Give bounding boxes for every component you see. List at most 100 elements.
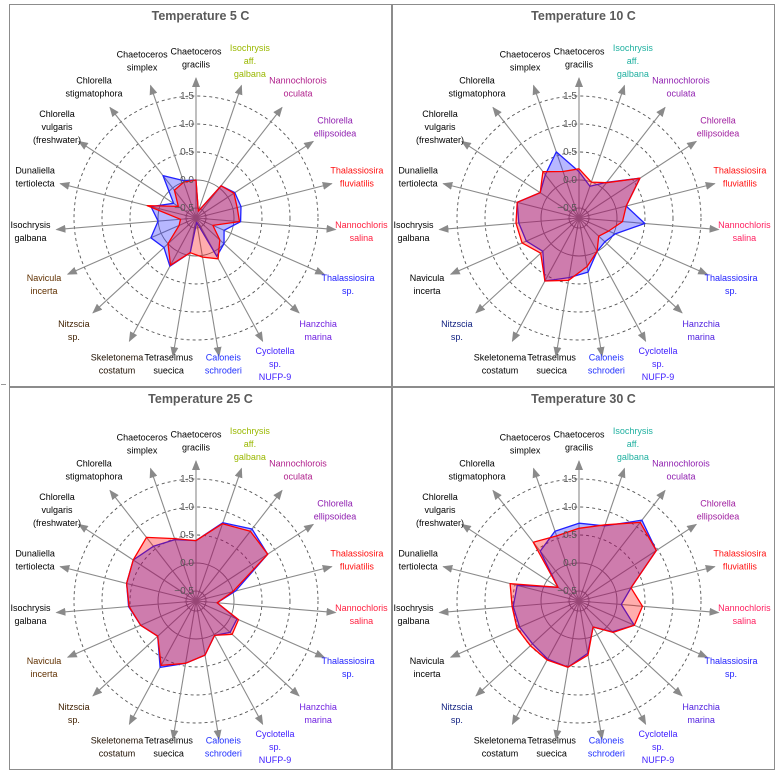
- axis-arrow: [195, 600, 326, 658]
- category-label-line: salina: [350, 233, 374, 243]
- category-label-line: Thalassiosira: [713, 166, 766, 176]
- axis-tick: [184, 603, 189, 607]
- axis-arrow: [578, 523, 698, 602]
- category-label: Nannochlorois oculata: [652, 459, 710, 482]
- category-label-line: incerta: [30, 669, 57, 679]
- category-label-line: salina: [350, 616, 374, 626]
- category-label-line: Chaetoceros: [500, 432, 552, 442]
- category-label-line: Cyclotella: [255, 346, 294, 356]
- category-label-line: sp.: [652, 359, 664, 369]
- radial-tick-label: 0.0: [563, 175, 577, 186]
- axis-arrow: [195, 564, 333, 602]
- category-label: Skeletonema costatum: [91, 352, 144, 375]
- axis-tick: [586, 214, 591, 217]
- category-label-line: simplex: [127, 445, 158, 455]
- axis-tick: [184, 220, 189, 224]
- category-label-line: Cyclotella: [255, 729, 294, 739]
- category-label-line: Caloneis: [589, 736, 625, 746]
- axis-tick: [579, 608, 582, 613]
- category-label-line: aff.: [244, 439, 256, 449]
- category-label: Hanzchia marina: [682, 319, 720, 342]
- category-label-line: suecica: [153, 749, 184, 759]
- category-label: Navicula incerta: [27, 656, 62, 679]
- category-label-line: Chlorella: [76, 459, 112, 469]
- category-label-line: fluviatilis: [340, 179, 375, 189]
- axis-tick: [198, 589, 201, 594]
- category-label: Nannochlorois oculata: [269, 459, 327, 482]
- category-label-line: Chaetoceros: [170, 47, 222, 57]
- category-label-line: marina: [304, 332, 332, 342]
- radial-tick-label: 0.0: [180, 558, 194, 569]
- category-label-line: suecica: [536, 366, 567, 376]
- axis-arrow: [195, 600, 264, 726]
- category-label: Skeletonema costatum: [474, 352, 527, 375]
- category-label-line: Nitzscia: [58, 319, 90, 329]
- category-label: Caloneis schroderi: [588, 353, 625, 376]
- axis-arrow: [195, 600, 222, 741]
- category-label: Chaetoceros simplex: [117, 432, 169, 455]
- category-label: Isochrysis aff. galbana: [613, 426, 654, 462]
- axis-arrow: [128, 217, 197, 343]
- radar-panel-25c: −0.5 0.0 0.5 1.0 1.5 Chaetoceros gracilis Isoch…: [9, 387, 392, 770]
- axis-tick: [186, 606, 191, 610]
- axis-tick: [200, 591, 204, 595]
- category-label-line: schroderi: [588, 366, 625, 376]
- radial-tick-label: 0.5: [180, 530, 194, 541]
- category-label-line: Thalassiosira: [705, 273, 758, 283]
- axis-arrow: [195, 217, 300, 314]
- axis-arrow: [195, 140, 315, 219]
- axis-tick: [567, 220, 572, 224]
- category-label-line: ellipsoidea: [697, 512, 740, 522]
- axis-tick: [576, 608, 579, 613]
- category-label-line: Dunaliella: [15, 166, 55, 176]
- category-label: Isochrysis aff. galbana: [230, 43, 271, 79]
- axis-arrow: [195, 217, 264, 343]
- axis-arrow: [109, 489, 197, 602]
- axis-arrow: [195, 181, 333, 219]
- axis-arrow: [578, 217, 720, 233]
- axis-arrow: [195, 467, 243, 602]
- axis-arrow: [578, 106, 666, 219]
- axis-tick: [189, 607, 193, 612]
- radial-tick-label: −0.5: [557, 586, 577, 597]
- category-label-line: Tetraselmus: [144, 353, 193, 363]
- category-label-line: (freshwater): [416, 518, 464, 528]
- axis-arrow: [475, 217, 580, 314]
- category-label: Navicula incerta: [410, 273, 445, 296]
- radar-chart: −0.5 0.0 0.5 1.0 1.5 Chaetoceros gracilis Isoch…: [11, 43, 389, 382]
- category-label-line: simplex: [127, 62, 158, 72]
- category-label: Isochrysis aff. galbana: [230, 426, 271, 462]
- category-label-line: NUFP-9: [642, 372, 675, 382]
- category-label-line: tertiolecta: [16, 179, 55, 189]
- category-label-line: stigmatophora: [449, 89, 506, 99]
- category-label-line: sp.: [269, 742, 281, 752]
- category-label: Thalassiosira fluviatilis: [330, 549, 383, 572]
- category-label-line: galbana: [398, 233, 430, 243]
- category-label-line: Chlorella: [39, 492, 75, 502]
- axis-arrow: [77, 140, 197, 219]
- category-label: Tetraselmus suecica: [144, 353, 193, 376]
- category-label: Thalassiosira sp.: [705, 656, 758, 679]
- axis-tick: [199, 224, 203, 229]
- category-label: Skeletonema costatum: [91, 735, 144, 758]
- category-label-line: Skeletonema: [91, 735, 144, 745]
- axis-arrow: [92, 217, 197, 314]
- axis-arrow: [511, 600, 580, 726]
- radial-tick-label: 1.5: [563, 474, 577, 485]
- category-label: Nannochlorois oculata: [652, 76, 710, 99]
- axis-arrow: [578, 181, 716, 219]
- axis-arrow: [475, 600, 580, 697]
- axis-tick: [185, 594, 190, 598]
- axis-tick: [189, 224, 193, 229]
- radial-tick-label: −0.5: [174, 203, 194, 214]
- axis-tick: [196, 225, 199, 230]
- axis-arrow: [578, 600, 683, 697]
- axis-arrow: [109, 106, 197, 219]
- category-label: Chaetoceros gracilis: [170, 47, 222, 70]
- category-label-line: schroderi: [205, 366, 242, 376]
- category-label-line: Isochrysis: [230, 43, 271, 53]
- category-label-line: oculata: [283, 472, 312, 482]
- category-label-line: galbana: [15, 233, 47, 243]
- category-label-line: ellipsoidea: [314, 129, 357, 139]
- category-label-line: Thalassiosira: [322, 273, 375, 283]
